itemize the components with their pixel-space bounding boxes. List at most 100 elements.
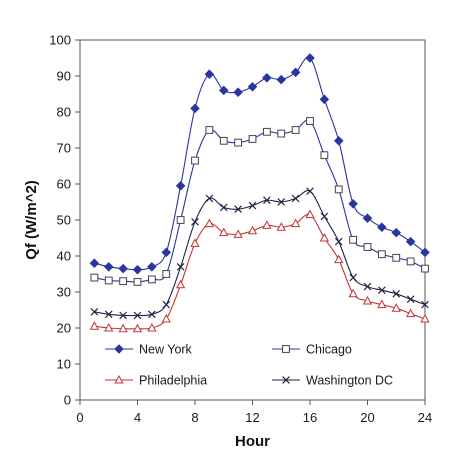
y-tick-label: 40 (57, 249, 71, 264)
x-marker-stroke (133, 311, 142, 320)
data-point-new-york (362, 213, 373, 223)
x-tick-label: 0 (76, 410, 83, 425)
data-point-washington-dc (392, 289, 401, 298)
legend-label: Philadelphia (139, 374, 207, 388)
data-point-new-york (204, 69, 215, 79)
data-point-chicago (234, 138, 243, 147)
data-point-chicago (306, 117, 314, 125)
legend-item-new-york: New York (105, 343, 193, 357)
data-point-new-york (420, 247, 430, 258)
y-tick-label: 30 (57, 285, 71, 300)
x-axis: 0 4 8 12 16 20 24 (76, 400, 432, 425)
data-point-new-york (405, 236, 416, 247)
data-point-new-york (218, 85, 229, 96)
data-point-washington-dc (90, 307, 99, 316)
data-point-new-york (89, 258, 100, 268)
legend-item-chicago: Chicago (272, 343, 352, 357)
legend-marker (282, 345, 290, 353)
data-point-washington-dc (421, 300, 429, 309)
data-point-washington-dc (219, 203, 228, 212)
data-point-washington-dc (349, 273, 357, 282)
y-tick-label: 50 (57, 213, 71, 228)
x-marker-stroke (205, 194, 214, 203)
x-marker-stroke (349, 273, 357, 282)
data-point-chicago (291, 126, 300, 134)
data-point-new-york (103, 262, 114, 272)
data-point-new-york (276, 74, 287, 85)
x-tick-label: 12 (245, 410, 259, 425)
data-point-philadelphia (175, 279, 186, 289)
x-tick-label: 16 (303, 410, 317, 425)
data-point-chicago (119, 277, 128, 286)
x-tick-label: 8 (191, 410, 198, 425)
data-point-philadelphia (104, 322, 114, 332)
x-marker-stroke (392, 289, 401, 298)
x-tick-label: 20 (360, 410, 374, 425)
data-point-chicago (392, 253, 401, 262)
data-point-chicago (349, 235, 358, 244)
data-point-philadelphia (319, 232, 330, 242)
data-point-philadelphia (89, 321, 100, 330)
data-point-washington-dc (119, 311, 127, 320)
data-point-chicago (406, 257, 415, 266)
x-marker-stroke (162, 300, 171, 309)
x-marker-stroke (277, 198, 286, 206)
data-point-philadelphia (405, 308, 416, 318)
data-point-philadelphia (305, 209, 315, 219)
data-point-philadelphia (161, 313, 171, 323)
data-point-new-york (233, 87, 243, 97)
x-marker-stroke (334, 237, 343, 246)
data-point-chicago (147, 275, 156, 284)
data-point-philadelphia (377, 299, 387, 309)
data-point-washington-dc (148, 310, 156, 319)
data-point-washington-dc (234, 205, 242, 214)
y-tick-label: 10 (57, 357, 71, 372)
legend-marker (114, 344, 124, 354)
data-point-philadelphia (362, 295, 373, 305)
data-point-philadelphia (132, 323, 143, 333)
data-point-chicago (133, 278, 142, 286)
x-marker-stroke (406, 295, 415, 304)
x-marker-stroke (320, 212, 329, 221)
data-point-chicago (162, 270, 171, 278)
y-tick-label: 100 (49, 33, 71, 48)
series-new-york (89, 53, 430, 275)
data-point-new-york (147, 262, 157, 272)
data-point-new-york (175, 181, 186, 191)
legend-label: New York (139, 343, 193, 357)
data-point-philadelphia (334, 254, 344, 264)
data-point-chicago (248, 135, 257, 143)
data-point-washington-dc (133, 311, 142, 320)
data-point-chicago (363, 243, 372, 251)
data-point-chicago (90, 273, 99, 282)
x-marker-stroke (363, 282, 372, 291)
data-point-chicago (176, 216, 185, 224)
data-point-washington-dc (176, 262, 185, 271)
data-point-chicago (320, 151, 329, 160)
data-point-new-york (377, 222, 387, 232)
y-tick-label: 20 (57, 321, 71, 336)
legend-marker (114, 374, 124, 384)
x-marker-stroke (191, 217, 199, 226)
legend-label: Chicago (306, 343, 352, 357)
series-philadelphia (89, 209, 430, 333)
data-point-philadelphia (290, 218, 301, 228)
data-point-new-york (391, 227, 402, 238)
data-point-washington-dc (277, 198, 286, 206)
data-point-washington-dc (248, 201, 257, 210)
data-point-philadelphia (147, 322, 157, 332)
data-point-new-york (262, 73, 272, 83)
data-point-washington-dc (162, 300, 171, 309)
data-point-chicago (191, 156, 199, 165)
data-point-chicago (377, 250, 386, 259)
data-point-washington-dc (363, 282, 372, 291)
data-point-new-york (247, 82, 258, 92)
data-point-washington-dc (306, 187, 314, 196)
data-point-washington-dc (291, 194, 300, 203)
data-point-washington-dc (406, 295, 415, 304)
legend-label: Washington DC (306, 374, 393, 388)
data-point-chicago (104, 276, 113, 285)
data-point-washington-dc (104, 310, 113, 319)
y-axis-title: Qf (W/m^2) (23, 180, 40, 260)
